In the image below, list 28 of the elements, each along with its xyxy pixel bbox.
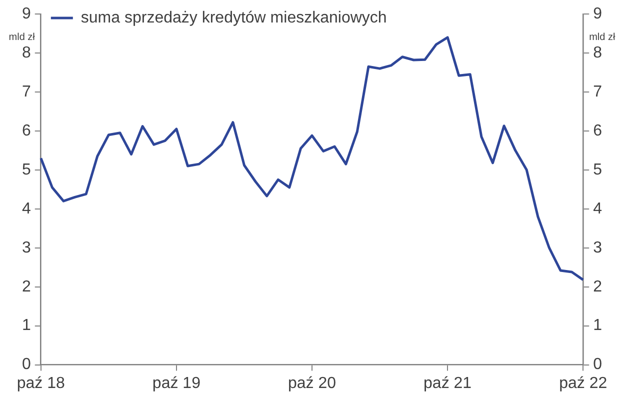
y-tick-label: 1 [22, 317, 31, 334]
y-tick-label: 2 [22, 278, 31, 296]
y2-axis-title: mld zł [589, 32, 616, 43]
legend-label: suma sprzedaży kredytów mieszkaniowych [80, 9, 387, 26]
y-tick-label: 7 [22, 83, 31, 100]
x-tick-label: paź 19 [152, 374, 201, 392]
y2-tick-label: 2 [593, 278, 602, 296]
y2-tick-label: 3 [593, 239, 602, 256]
x-tick-label: paź 18 [16, 374, 66, 392]
x-tick-label: paź 20 [288, 374, 336, 392]
y2-tick-label: 4 [593, 200, 602, 218]
y-tick-label: 3 [22, 239, 31, 256]
y2-tick-label: 8 [593, 44, 602, 62]
y2-tick-label: 5 [593, 161, 602, 178]
y-tick-label: 0 [22, 356, 31, 374]
x-tick-label: paź 22 [559, 374, 608, 392]
y2-tick-label: 1 [593, 317, 602, 334]
y-tick-label: 5 [22, 161, 31, 178]
y2-tick-label: 9 [593, 5, 602, 22]
y-tick-label: 6 [22, 122, 31, 140]
y2-tick-label: 0 [593, 356, 602, 374]
y-tick-label: 9 [22, 5, 31, 22]
y-axis-title: mld zł [8, 32, 36, 43]
y2-tick-label: 6 [593, 122, 602, 140]
y2-tick-label: 7 [593, 83, 602, 100]
x-tick-label: paź 21 [424, 374, 472, 392]
y-tick-label: 8 [22, 44, 31, 62]
y-tick-label: 4 [22, 200, 31, 218]
